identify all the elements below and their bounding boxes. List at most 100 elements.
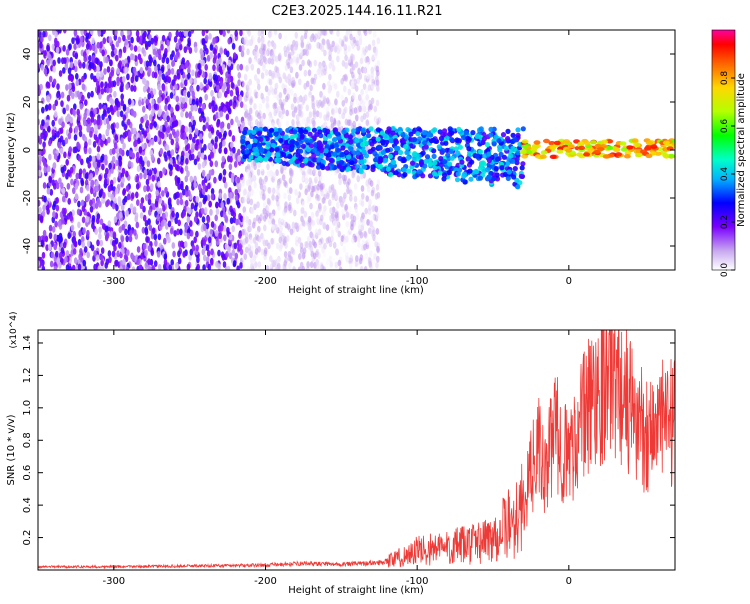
heatmap-cell xyxy=(316,157,321,162)
heatmap-cell xyxy=(206,244,210,251)
heatmap-cell xyxy=(72,109,76,116)
heatmap-cell xyxy=(344,74,348,81)
heatmap-cell xyxy=(203,86,207,93)
heatmap-cell xyxy=(223,176,227,183)
heatmap-cell xyxy=(300,49,304,56)
heatmap-cell xyxy=(408,132,413,137)
heatmap-cell xyxy=(169,164,173,171)
heatmap-cell xyxy=(183,90,187,97)
heatmap-cell xyxy=(206,231,210,238)
heatmap-cell xyxy=(68,133,72,140)
heatmap-cell xyxy=(128,98,132,105)
heatmap-cell xyxy=(505,129,510,134)
heatmap-cell xyxy=(450,156,455,161)
heatmap-cell xyxy=(90,91,94,98)
heatmap-cell xyxy=(92,215,96,222)
heatmap-cell xyxy=(69,127,73,134)
heatmap-cell xyxy=(324,148,329,153)
heatmap-cell xyxy=(76,173,80,180)
heatmap-cell xyxy=(68,43,72,50)
heatmap-cell xyxy=(54,234,58,241)
heatmap-cell xyxy=(101,247,105,254)
heatmap-cell xyxy=(372,229,376,236)
heatmap-cell xyxy=(252,222,256,229)
heatmap-cell xyxy=(52,211,56,218)
heatmap-cell xyxy=(521,154,528,158)
heatmap-cell xyxy=(219,232,223,239)
heatmap-cell xyxy=(89,131,93,138)
heatmap-cell xyxy=(293,210,297,217)
heatmap-cell xyxy=(112,203,116,210)
heatmap-cell xyxy=(487,158,492,163)
heatmap-cell xyxy=(365,100,369,107)
heatmap-cell xyxy=(286,59,290,66)
heatmap-cell xyxy=(158,96,162,103)
heatmap-cell xyxy=(70,62,74,69)
heatmap-cell xyxy=(144,250,148,257)
heatmap-cell xyxy=(318,242,322,249)
heatmap-cell xyxy=(348,119,352,126)
heatmap-cell xyxy=(149,114,153,121)
heatmap-cell xyxy=(248,57,252,64)
heatmap-cell xyxy=(237,79,241,86)
heatmap-cell xyxy=(378,164,383,169)
heatmap-cell xyxy=(246,48,250,55)
heatmap-cell xyxy=(109,59,113,66)
heatmap-cell xyxy=(108,220,112,227)
heatmap-cell xyxy=(84,147,88,154)
heatmap-cell xyxy=(198,151,202,158)
heatmap-cell xyxy=(235,253,239,260)
heatmap-cell xyxy=(376,70,380,77)
heatmap-cell xyxy=(331,229,335,236)
heatmap-cell xyxy=(419,161,424,166)
heatmap-cell xyxy=(364,57,368,64)
heatmap-cell xyxy=(205,35,209,42)
heatmap-cell xyxy=(356,175,360,182)
heatmap-cell xyxy=(215,230,219,237)
heatmap-cell xyxy=(98,233,102,240)
heatmap-cell xyxy=(198,107,202,114)
heatmap-cell xyxy=(319,112,323,119)
heatmap-cell xyxy=(355,61,359,68)
heatmap-cell xyxy=(166,57,170,64)
heatmap-cell xyxy=(257,58,261,65)
heatmap-cell xyxy=(143,215,147,222)
heatmap-cell xyxy=(390,130,395,135)
heatmap-cell xyxy=(420,173,425,178)
heatmap-cell xyxy=(209,170,213,177)
heatmap-cell xyxy=(134,45,138,52)
heatmap-cell xyxy=(143,86,147,93)
heatmap-cell xyxy=(56,182,60,189)
heatmap-cell xyxy=(219,28,223,35)
heatmap-cell xyxy=(209,143,213,150)
heatmap-cell xyxy=(134,216,138,223)
heatmap-cell xyxy=(554,141,561,145)
heatmap-cell xyxy=(227,123,231,130)
heatmap-cell xyxy=(335,131,340,136)
heatmap-cell xyxy=(75,52,79,59)
heatmap-cell xyxy=(348,140,353,145)
heatmap-cell xyxy=(271,194,275,201)
heatmap-cell xyxy=(315,259,319,266)
heatmap-cell xyxy=(126,185,130,192)
heatmap-cell xyxy=(76,91,80,98)
heatmap-cell xyxy=(368,199,372,206)
heatmap-cell xyxy=(299,183,303,190)
heatmap-cell xyxy=(237,155,241,162)
heatmap-cell xyxy=(386,167,391,172)
heatmap-cell xyxy=(122,76,126,83)
heatmap-cell xyxy=(92,156,96,163)
heatmap-cell xyxy=(309,35,313,42)
heatmap-cell xyxy=(342,184,346,191)
heatmap-cell xyxy=(424,144,429,149)
heatmap-cell xyxy=(357,241,361,248)
heatmap-cell xyxy=(229,100,233,107)
heatmap-cell xyxy=(646,141,653,145)
heatmap-cell xyxy=(42,141,46,148)
heatmap-cell xyxy=(159,198,163,205)
heatmap-cell xyxy=(226,114,230,121)
heatmap-cell xyxy=(220,122,224,129)
heatmap-cell xyxy=(191,124,195,131)
heatmap-cell xyxy=(65,84,69,91)
